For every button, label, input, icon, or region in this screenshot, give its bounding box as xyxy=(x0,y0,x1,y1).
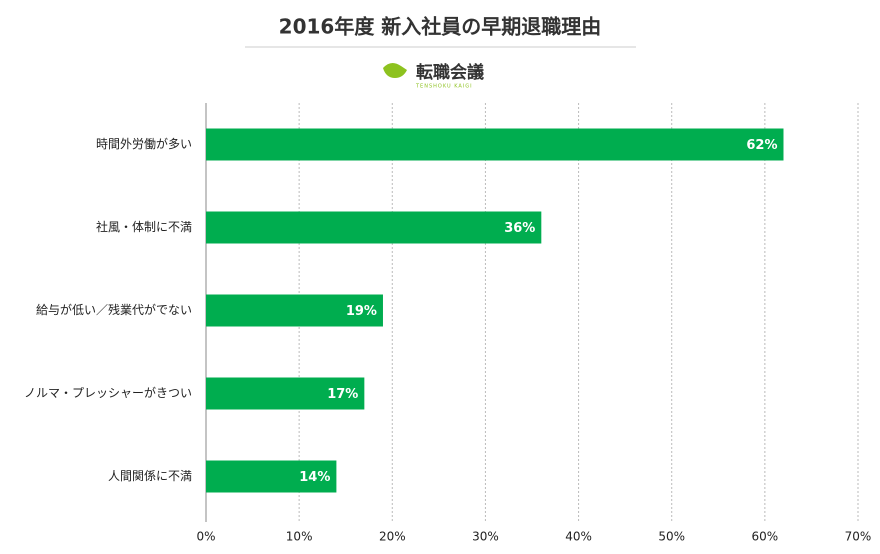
data-label: 62% xyxy=(746,138,777,153)
x-tick-label: 30% xyxy=(472,530,499,544)
bar xyxy=(206,460,337,493)
x-tick-label: 10% xyxy=(286,530,313,544)
data-label: 36% xyxy=(504,221,535,236)
x-tick-label: 50% xyxy=(658,530,685,544)
x-tick-label: 40% xyxy=(565,530,592,544)
y-tick-label: 社風・体制に不満 xyxy=(96,219,192,234)
data-label: 19% xyxy=(346,304,377,319)
y-tick-label: 時間外労働が多い xyxy=(96,136,192,151)
logo: 転職会議 TENSHOKU KAIGI xyxy=(383,62,484,90)
logo-icon xyxy=(383,62,407,78)
x-tick-label: 60% xyxy=(752,530,779,544)
y-tick-label: 給与が低い／残業代がでない xyxy=(36,302,192,317)
data-label: 14% xyxy=(299,470,330,485)
chart-title: 2016年度 新入社員の早期退職理由 xyxy=(279,15,602,39)
data-label: 17% xyxy=(327,387,358,402)
logo-subtext: TENSHOKU KAIGI xyxy=(415,84,473,90)
bar xyxy=(206,211,542,244)
bar xyxy=(206,377,365,410)
y-tick-label: 人間関係に不満 xyxy=(108,469,192,483)
bar xyxy=(206,128,784,161)
x-tick-label: 0% xyxy=(196,530,215,544)
logo-text: 転職会議 xyxy=(416,62,484,83)
y-tick-label: ノルマ・プレッシャーがきつい xyxy=(24,385,192,400)
x-tick-label: 20% xyxy=(379,530,406,544)
bar xyxy=(206,294,383,327)
x-tick-label: 70% xyxy=(845,530,872,544)
